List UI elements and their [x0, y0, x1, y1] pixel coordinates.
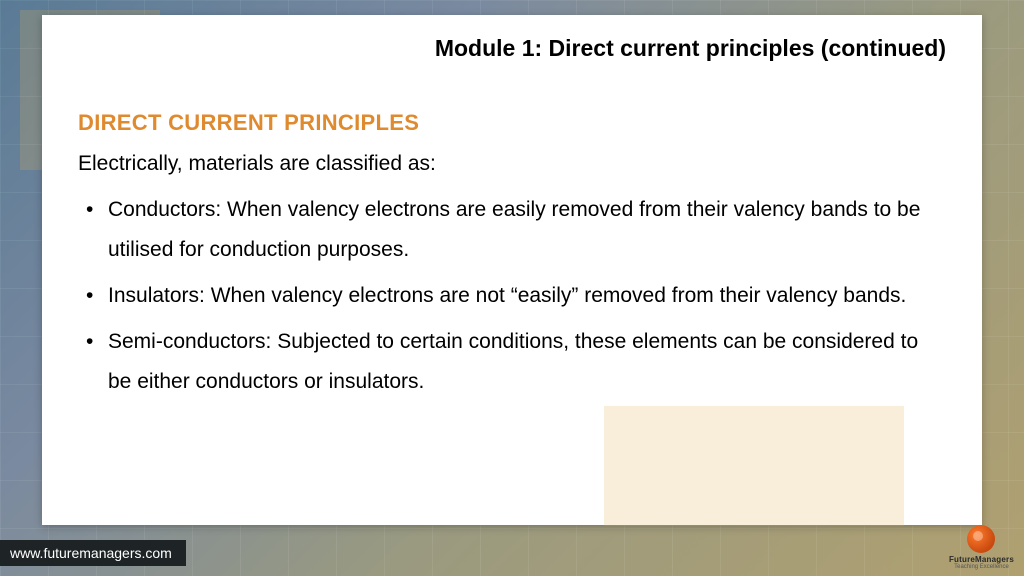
flame-icon [967, 525, 995, 553]
list-item: Semi-conductors: Subjected to certain co… [84, 322, 946, 402]
logo-name: FutureManagers [949, 555, 1014, 564]
list-item: Conductors: When valency electrons are e… [84, 190, 946, 270]
footer-url-bar: www.futuremanagers.com [0, 540, 186, 566]
module-header: Module 1: Direct current principles (con… [78, 35, 946, 62]
bullet-list: Conductors: When valency electrons are e… [78, 190, 946, 401]
content-card: Module 1: Direct current principles (con… [42, 15, 982, 525]
footer-url: www.futuremanagers.com [10, 545, 172, 561]
section-title: DIRECT CURRENT PRINCIPLES [78, 110, 946, 136]
slide-background: Module 1: Direct current principles (con… [0, 0, 1024, 576]
list-item: Insulators: When valency electrons are n… [84, 276, 946, 316]
brand-logo: FutureManagers Teaching Excellence [949, 525, 1014, 570]
intro-text: Electrically, materials are classified a… [78, 152, 946, 176]
logo-tagline: Teaching Excellence [954, 564, 1009, 570]
